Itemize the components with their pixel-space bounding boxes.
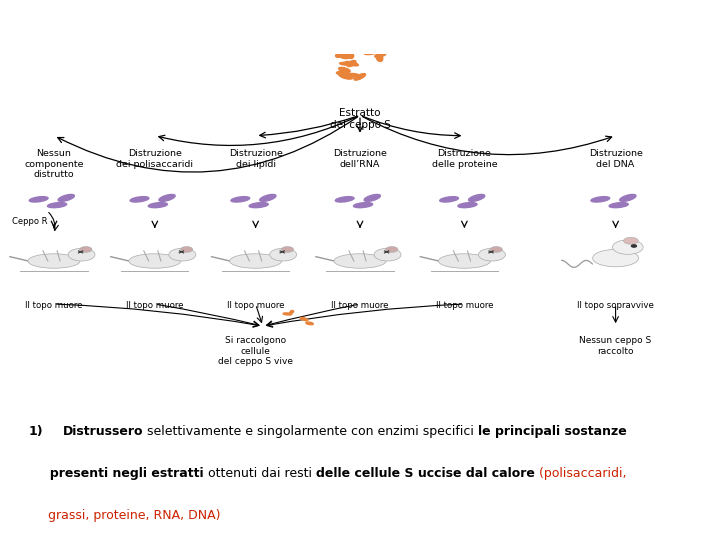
Ellipse shape [300, 318, 308, 321]
Ellipse shape [58, 194, 74, 201]
Circle shape [374, 248, 401, 261]
Text: Distruzione
dei polisaccaridi: Distruzione dei polisaccaridi [117, 149, 193, 168]
Ellipse shape [440, 197, 459, 202]
Text: presenti negli estratti: presenti negli estratti [28, 467, 204, 480]
Text: Il topo muore: Il topo muore [436, 301, 493, 309]
Ellipse shape [339, 53, 350, 58]
Ellipse shape [620, 194, 636, 201]
Circle shape [169, 248, 196, 261]
Ellipse shape [306, 322, 313, 325]
Ellipse shape [129, 254, 181, 268]
Circle shape [80, 247, 92, 252]
Ellipse shape [30, 197, 48, 202]
Ellipse shape [364, 50, 379, 55]
Ellipse shape [260, 194, 276, 201]
Ellipse shape [336, 71, 348, 74]
Ellipse shape [354, 73, 366, 80]
Circle shape [490, 247, 503, 252]
Ellipse shape [230, 254, 282, 268]
Circle shape [181, 247, 193, 252]
Ellipse shape [609, 202, 629, 208]
Circle shape [631, 245, 636, 247]
Ellipse shape [346, 62, 359, 66]
Text: Il topo sopravvive: Il topo sopravvive [577, 301, 654, 309]
Ellipse shape [593, 249, 639, 267]
Ellipse shape [340, 62, 354, 65]
Text: grassi, proteine, RNA, DNA): grassi, proteine, RNA, DNA) [28, 509, 221, 522]
Text: Il topo muore: Il topo muore [331, 301, 389, 309]
Text: ottenuti dai resti: ottenuti dai resti [204, 467, 316, 480]
Ellipse shape [347, 60, 356, 66]
Ellipse shape [469, 194, 485, 201]
Circle shape [270, 248, 297, 261]
Ellipse shape [231, 197, 250, 202]
Text: selettivamente e singolarmente con enzimi specifici: selettivamente e singolarmente con enzim… [143, 425, 478, 438]
Ellipse shape [283, 313, 292, 315]
Text: 1): 1) [28, 425, 43, 438]
Ellipse shape [438, 254, 490, 268]
Text: Distruzione
del DNA: Distruzione del DNA [589, 149, 642, 168]
Ellipse shape [364, 194, 380, 201]
Circle shape [386, 247, 398, 252]
Text: Estratto
del ceppo S: Estratto del ceppo S [330, 109, 390, 130]
Text: Nessun
componente
distrutto: Nessun componente distrutto [24, 149, 84, 179]
Text: delle cellule S uccise dal calore: delle cellule S uccise dal calore [316, 467, 535, 480]
Circle shape [68, 248, 95, 261]
Ellipse shape [28, 254, 80, 268]
Ellipse shape [48, 202, 67, 208]
Circle shape [282, 247, 294, 252]
Ellipse shape [338, 68, 350, 72]
Ellipse shape [334, 254, 386, 268]
Text: Distruzione
dell’RNA: Distruzione dell’RNA [333, 149, 387, 168]
Text: Distrussero: Distrussero [63, 425, 143, 438]
Text: Il topo muore: Il topo muore [126, 301, 184, 309]
Text: Distruzione
delle proteine: Distruzione delle proteine [431, 149, 498, 168]
Text: Il topo muore: Il topo muore [227, 301, 284, 309]
Ellipse shape [374, 53, 386, 57]
Ellipse shape [338, 73, 353, 79]
Circle shape [479, 248, 505, 261]
Ellipse shape [346, 52, 354, 58]
Text: Il topo muore: Il topo muore [25, 301, 83, 309]
Text: Distruzione
dei lipidi: Distruzione dei lipidi [229, 149, 282, 168]
Text: le principali sostanze: le principali sostanze [478, 425, 627, 438]
Ellipse shape [354, 202, 373, 208]
Ellipse shape [289, 310, 294, 314]
Text: L’esperimento di Avery, Mc.Leod e Mc.Carty: L’esperimento di Avery, Mc.Leod e Mc.Car… [53, 15, 667, 39]
Ellipse shape [376, 55, 383, 62]
Ellipse shape [336, 197, 354, 202]
Ellipse shape [148, 202, 168, 208]
Circle shape [624, 237, 638, 244]
Ellipse shape [159, 194, 175, 201]
Text: (polisaccaridi,: (polisaccaridi, [535, 467, 626, 480]
Ellipse shape [344, 73, 359, 77]
Ellipse shape [458, 202, 477, 208]
Ellipse shape [249, 202, 269, 208]
Ellipse shape [336, 51, 346, 57]
Ellipse shape [130, 197, 149, 202]
Text: Si raccolgono
cellule
del ceppo S vive: Si raccolgono cellule del ceppo S vive [218, 336, 293, 366]
Circle shape [613, 240, 643, 254]
Ellipse shape [591, 197, 610, 202]
Text: Ceppo R: Ceppo R [12, 217, 48, 226]
Text: Nessun ceppo S
raccolto: Nessun ceppo S raccolto [580, 336, 652, 356]
